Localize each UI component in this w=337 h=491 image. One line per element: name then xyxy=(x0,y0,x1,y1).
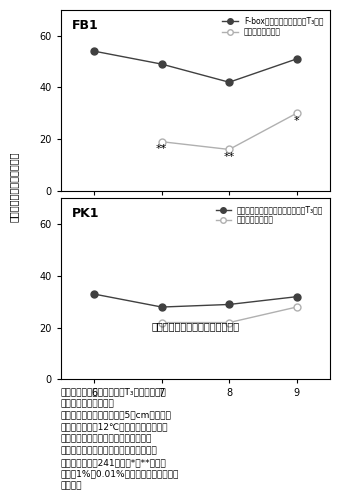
Legend: F-boxタンパク質遺伝子導T₃系統, 非組換え対照系統: F-boxタンパク質遺伝子導T₃系統, 非組換え対照系統 xyxy=(219,14,327,39)
Text: **: ** xyxy=(156,144,167,154)
Text: 図３．　遺伝子導入系統（T₃）の短期冷温
処理による耐冷性検定
低温処理は葉耳間長が約－5　cmに達した
時から４日間、12℃で行った。低温処理
終了から出穂に: 図３． 遺伝子導入系統（T₃）の短期冷温 処理による耐冷性検定 低温処理は葉耳間… xyxy=(61,387,179,491)
Text: **: ** xyxy=(223,152,235,162)
Text: 低温処理終了から出穂までの日数: 低温処理終了から出穂までの日数 xyxy=(151,322,240,331)
Text: FB1: FB1 xyxy=(71,19,98,32)
Text: PK1: PK1 xyxy=(71,208,99,220)
Legend: タンパク質リン酸化酵素遺伝子導T₃系統, 非組換え対照系統: タンパク質リン酸化酵素遺伝子導T₃系統, 非組換え対照系統 xyxy=(213,202,327,228)
Text: 低温処理後の穔実率（％）: 低温処理後の穔実率（％） xyxy=(8,151,19,222)
Text: *: * xyxy=(294,116,299,126)
